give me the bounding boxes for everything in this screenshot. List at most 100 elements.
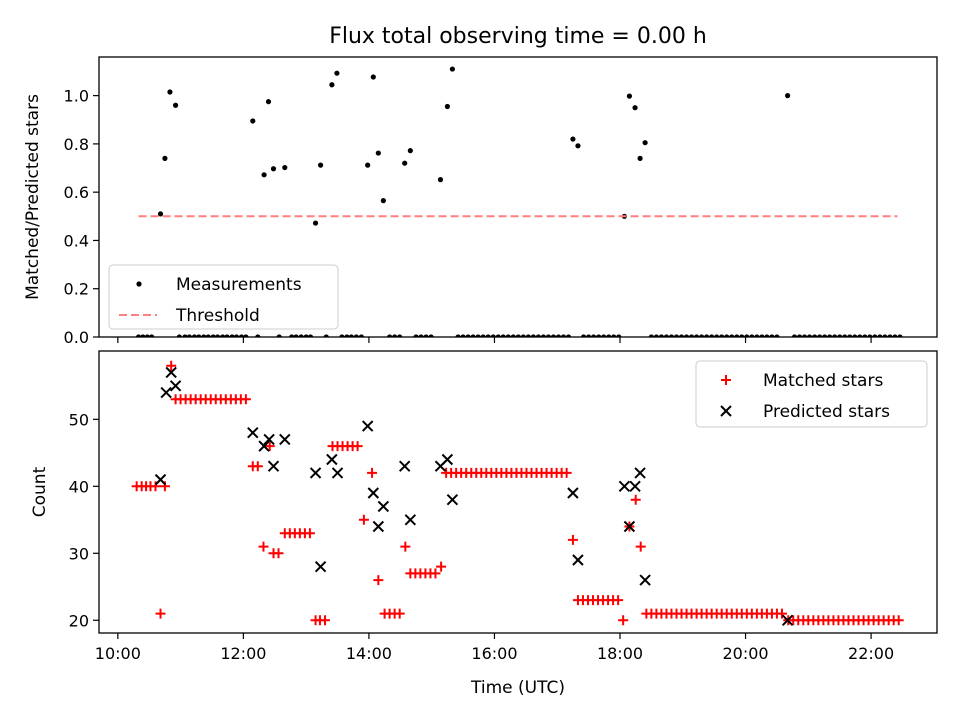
data-point	[250, 118, 256, 124]
data-marker	[572, 554, 584, 566]
y-axis-label: Count	[30, 466, 50, 517]
data-marker	[630, 494, 641, 505]
data-marker	[567, 534, 578, 545]
y-tick-label: 1.0	[64, 87, 89, 106]
legend-label: Threshold	[175, 306, 260, 326]
legend-handle	[136, 281, 142, 287]
data-marker	[635, 541, 646, 552]
x-axis-label: Time (UTC)	[470, 678, 565, 698]
data-marker	[567, 487, 579, 499]
legend-label: Matched stars	[763, 371, 883, 391]
y-axis-label: Matched/Predicted stars	[23, 94, 43, 300]
data-marker	[267, 460, 280, 472]
data-marker	[613, 595, 624, 606]
data-marker	[893, 615, 904, 626]
data-marker	[430, 568, 441, 579]
data-marker	[436, 561, 447, 572]
data-point	[380, 198, 386, 204]
data-point	[282, 164, 288, 171]
data-marker	[240, 394, 251, 405]
data-point	[329, 82, 335, 88]
data-marker	[639, 574, 651, 586]
x-tick-label: 18:00	[597, 644, 643, 663]
data-point	[162, 155, 168, 161]
data-marker	[634, 467, 646, 479]
legend: Matched stars Predicted stars	[695, 360, 928, 428]
data-marker	[400, 541, 411, 552]
data-marker	[314, 560, 327, 573]
data-point	[785, 93, 791, 99]
data-marker	[618, 615, 629, 626]
data-marker	[165, 366, 177, 379]
series-predicted-stars	[154, 366, 794, 626]
plot-area	[131, 360, 904, 626]
data-marker	[781, 614, 794, 626]
data-marker	[155, 608, 166, 619]
data-marker	[258, 541, 269, 552]
data-marker	[394, 608, 405, 619]
data-point	[370, 74, 376, 80]
data-marker	[352, 441, 363, 452]
data-point	[444, 103, 450, 110]
data-marker	[377, 500, 390, 513]
data-point	[575, 143, 581, 149]
data-marker	[404, 514, 417, 526]
data-marker	[398, 460, 411, 472]
y-tick-label: 0.6	[64, 183, 89, 202]
data-point	[449, 66, 456, 72]
data-marker	[361, 420, 374, 432]
data-point	[375, 150, 381, 156]
x-tick-label: 10:00	[95, 644, 141, 663]
x-tick-label: 22:00	[848, 644, 894, 663]
x-tick-label: 12:00	[220, 644, 266, 663]
data-point	[334, 70, 340, 76]
data-point	[261, 172, 267, 178]
y-tick-label: 0.4	[64, 231, 89, 250]
legend-box	[108, 264, 339, 330]
data-marker	[373, 575, 384, 586]
data-marker	[446, 493, 459, 506]
y-tick-label: 0.2	[64, 280, 89, 299]
y-tick-label: 0.0	[64, 328, 89, 347]
x-tick-label: 14:00	[346, 644, 392, 663]
data-marker	[331, 467, 344, 479]
data-marker	[618, 480, 631, 493]
x-tick-label: 20:00	[722, 644, 768, 663]
data-point	[157, 211, 164, 217]
data-marker	[169, 380, 182, 392]
data-point	[642, 140, 648, 146]
data-point	[167, 89, 173, 95]
data-marker	[309, 467, 322, 479]
data-marker	[252, 461, 263, 472]
legend: Measurements Threshold	[108, 264, 339, 330]
data-point	[632, 105, 638, 111]
data-marker	[263, 433, 275, 446]
data-point	[402, 160, 408, 166]
axes-frame	[98, 56, 938, 338]
axes-frame	[98, 350, 938, 634]
data-marker	[258, 440, 270, 452]
data-marker	[372, 520, 385, 533]
data-point	[172, 102, 179, 108]
top-panel-measurements: 0.0 0.2 0.4 0.6 0.8 1.0 Matched/Predicted star…	[23, 56, 938, 347]
y-tick-label: 20	[69, 611, 89, 630]
y-tick-label: 50	[69, 410, 89, 429]
data-point	[570, 136, 576, 142]
data-marker	[279, 433, 291, 446]
data-marker	[247, 427, 259, 439]
y-tick-label: 40	[69, 477, 89, 496]
data-marker	[367, 487, 380, 499]
data-point	[365, 162, 371, 168]
data-point	[317, 162, 324, 168]
data-marker	[166, 360, 177, 371]
data-marker	[154, 473, 167, 486]
data-point	[626, 93, 633, 99]
series-matched-stars	[131, 360, 904, 626]
y-tick-label: 30	[69, 544, 89, 563]
data-marker	[264, 441, 275, 452]
data-point	[637, 155, 643, 161]
legend-label: Measurements	[176, 275, 302, 295]
data-point	[270, 166, 277, 172]
bottom-panel-counts: 20 30 40 50 10:00 12:00 14:00 16:00 18:00 20:00 22…	[30, 350, 938, 698]
